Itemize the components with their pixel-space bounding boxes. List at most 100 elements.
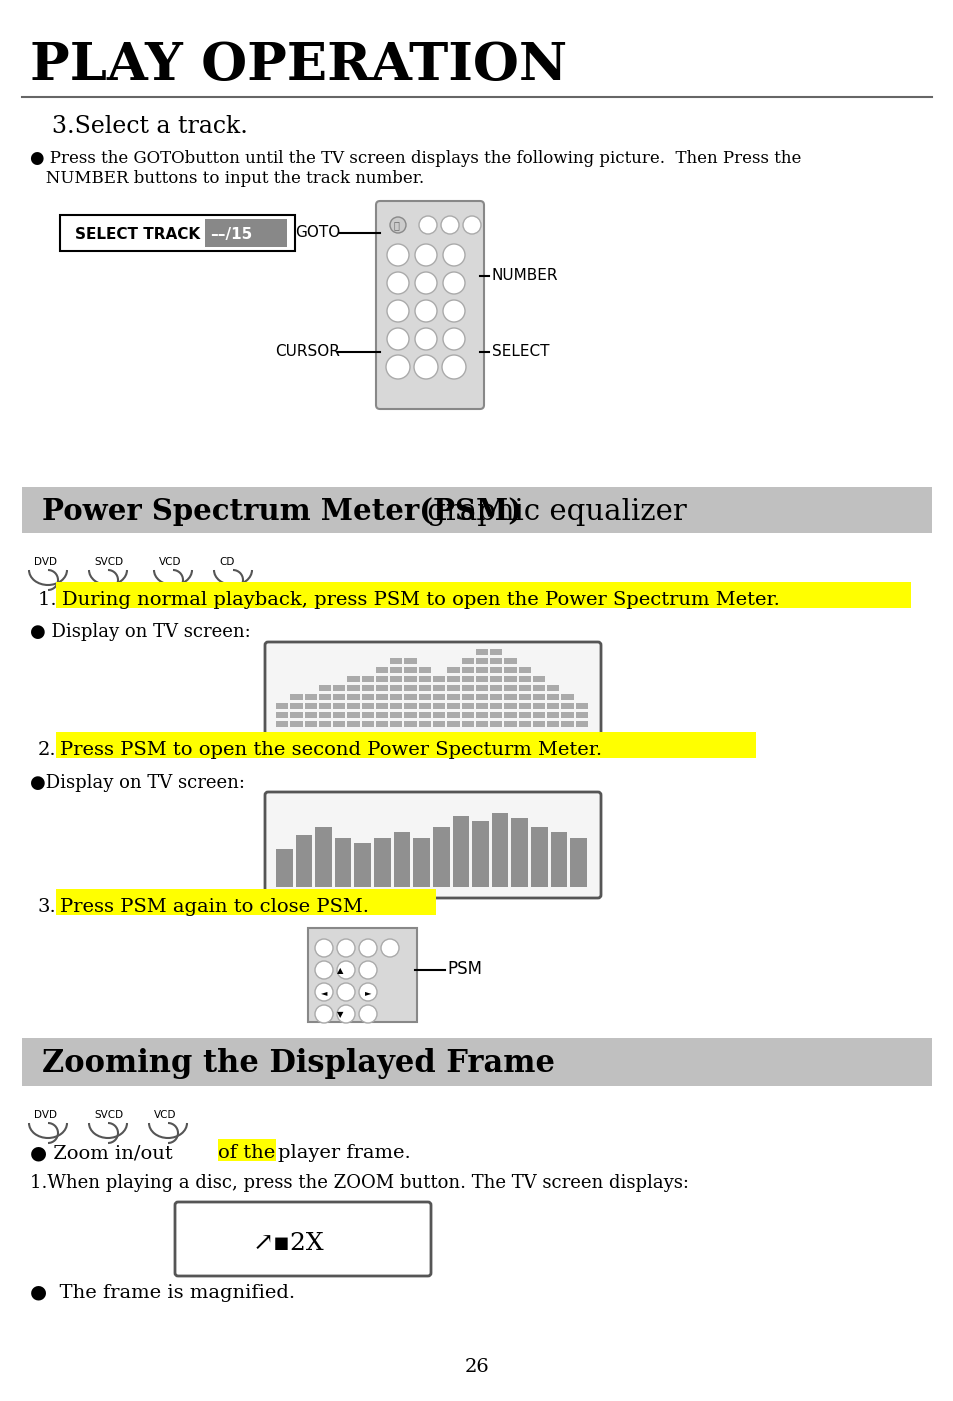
Bar (375, 712, 388, 717)
Text: GOTO: GOTO (294, 226, 340, 240)
Bar (375, 667, 388, 672)
Bar (476, 712, 488, 717)
Bar (518, 722, 531, 727)
Circle shape (415, 244, 436, 266)
Bar (413, 838, 430, 887)
Text: PLAY OPERATION: PLAY OPERATION (30, 41, 567, 91)
Bar (547, 712, 558, 717)
Bar (404, 677, 416, 682)
Bar (447, 722, 459, 727)
Text: CURSOR: CURSOR (274, 345, 339, 359)
Circle shape (336, 939, 355, 957)
Bar (361, 693, 374, 700)
Bar (561, 722, 573, 727)
Bar (390, 712, 402, 717)
Bar (361, 712, 374, 717)
Text: SELECT: SELECT (492, 345, 549, 359)
Bar (347, 693, 359, 700)
Bar (404, 693, 416, 700)
Bar (447, 703, 459, 709)
Bar (418, 703, 431, 709)
Bar (547, 693, 558, 700)
Circle shape (415, 328, 436, 350)
FancyBboxPatch shape (265, 792, 600, 898)
Circle shape (336, 1005, 355, 1023)
Bar (476, 722, 488, 727)
Text: 26: 26 (464, 1358, 489, 1376)
Bar (433, 827, 449, 887)
Bar (375, 693, 388, 700)
Text: SVCD: SVCD (94, 1110, 123, 1119)
Text: ►: ► (364, 988, 371, 998)
Bar (476, 649, 488, 656)
Bar (504, 712, 517, 717)
Bar (547, 685, 558, 691)
Bar (355, 843, 371, 887)
Bar (318, 685, 331, 691)
Bar (275, 712, 288, 717)
Bar (347, 712, 359, 717)
Bar (461, 677, 474, 682)
Bar (418, 712, 431, 717)
Text: SVCD: SVCD (94, 558, 123, 567)
Bar (390, 693, 402, 700)
Bar (418, 685, 431, 691)
Text: SELECT TRACK: SELECT TRACK (75, 227, 200, 242)
Bar (461, 667, 474, 672)
Bar (361, 703, 374, 709)
Bar (375, 677, 388, 682)
Bar (575, 712, 587, 717)
Bar (518, 667, 531, 672)
Text: of the: of the (218, 1145, 275, 1161)
Bar (314, 827, 332, 887)
Circle shape (442, 328, 464, 350)
Bar (518, 693, 531, 700)
Bar (275, 849, 293, 887)
Bar (418, 693, 431, 700)
Text: 3.Select a track.: 3.Select a track. (52, 115, 248, 139)
Bar (547, 703, 558, 709)
Bar (433, 703, 445, 709)
Bar (394, 832, 410, 887)
Bar (333, 693, 345, 700)
Text: ▲: ▲ (336, 967, 343, 975)
Text: Zooming the Displayed Frame: Zooming the Displayed Frame (42, 1048, 555, 1079)
Text: VCD: VCD (159, 558, 181, 567)
Circle shape (440, 216, 458, 234)
Bar (304, 722, 316, 727)
Bar (490, 693, 502, 700)
Bar (418, 677, 431, 682)
Bar (290, 693, 302, 700)
Bar (361, 722, 374, 727)
Bar (347, 722, 359, 727)
Bar (531, 827, 547, 887)
Bar (490, 722, 502, 727)
Bar (490, 677, 502, 682)
Bar (447, 685, 459, 691)
Bar (404, 703, 416, 709)
Circle shape (442, 272, 464, 294)
Bar (490, 658, 502, 664)
Text: ● Display on TV screen:: ● Display on TV screen: (30, 623, 251, 642)
Bar (533, 693, 544, 700)
Circle shape (358, 939, 376, 957)
Bar (490, 685, 502, 691)
Bar (518, 685, 531, 691)
Text: ● Zoom in/out: ● Zoom in/out (30, 1145, 179, 1161)
Bar (461, 703, 474, 709)
Bar (533, 685, 544, 691)
Bar (461, 722, 474, 727)
Circle shape (358, 1005, 376, 1023)
Bar (490, 703, 502, 709)
Bar (433, 693, 445, 700)
Bar (404, 712, 416, 717)
Bar (547, 722, 558, 727)
Text: ●Display on TV screen:: ●Display on TV screen: (30, 773, 245, 792)
Bar (335, 838, 351, 887)
Circle shape (314, 961, 333, 979)
Text: DVD: DVD (34, 558, 57, 567)
Circle shape (380, 939, 398, 957)
Bar (404, 667, 416, 672)
Bar (492, 813, 508, 887)
Bar (504, 658, 517, 664)
